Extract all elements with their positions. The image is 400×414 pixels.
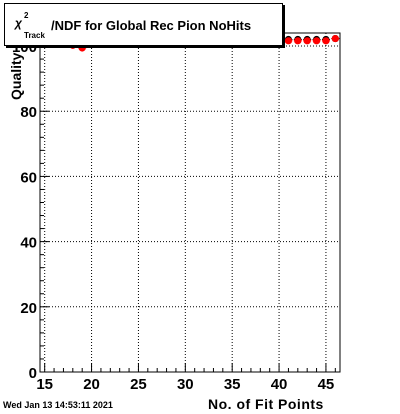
- red-point: [78, 44, 86, 52]
- y-tick-label: 80: [20, 104, 37, 121]
- x-tick-label: 25: [130, 376, 147, 393]
- red-point: [322, 37, 330, 45]
- x-tick-label: 20: [83, 376, 100, 393]
- red-point: [303, 37, 311, 45]
- timestamp: Wed Jan 13 14:53:11 2021: [3, 400, 113, 410]
- title-subscript: Track: [24, 31, 45, 40]
- y-tick-label: 40: [20, 235, 37, 252]
- title-prefix: χ: [15, 16, 22, 30]
- red-point: [331, 34, 339, 43]
- x-tick-label: 35: [224, 376, 241, 393]
- x-axis: 15 20 25 30 35 40 45: [36, 363, 336, 393]
- y-tick-label: 20: [20, 300, 37, 317]
- x-axis-label: No. of Fit Points: [208, 396, 324, 412]
- red-point: [284, 37, 293, 45]
- title-superscript: 2: [24, 11, 29, 20]
- plot-frame: [39, 32, 341, 373]
- y-axis-label: Quality: [8, 52, 24, 100]
- grid: [40, 33, 340, 372]
- red-point: [294, 37, 302, 45]
- chart-title: /NDF for Global Rec Pion NoHits: [51, 18, 252, 33]
- y-tick-label: 0: [29, 365, 37, 382]
- y-tick-label: 60: [20, 169, 37, 186]
- x-tick-label: 30: [177, 376, 194, 393]
- x-tick-label: 40: [271, 376, 288, 393]
- x-tick-label: 45: [318, 376, 335, 393]
- title-box: χ 2 Track /NDF for Global Rec Pion NoHit…: [4, 3, 283, 46]
- x-tick-label: 15: [36, 376, 53, 393]
- red-point: [312, 37, 321, 45]
- y-axis-label-container: Quality: [0, 48, 40, 100]
